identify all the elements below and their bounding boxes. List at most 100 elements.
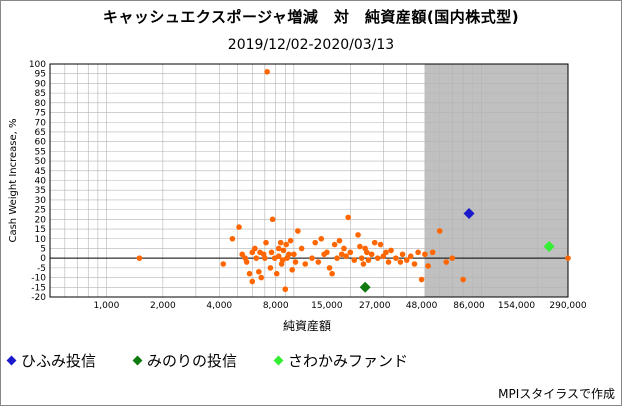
data-point — [312, 239, 319, 246]
x-axis-label: 純資産額 — [283, 318, 331, 333]
y-tick-label: 5 — [40, 244, 46, 254]
legend-label: みのりの投信 — [147, 352, 238, 370]
x-tick-label: 86,000 — [453, 301, 485, 311]
data-point — [341, 245, 347, 252]
data-point — [269, 216, 276, 223]
data-point — [329, 270, 335, 277]
data-point — [249, 278, 256, 285]
data-point — [368, 251, 375, 258]
x-tick-label: 1,000 — [94, 301, 120, 311]
y-tick-label: 35 — [35, 186, 46, 196]
data-point — [436, 228, 443, 234]
data-point — [364, 249, 370, 256]
legend-item-hifumi: ひふみ投信 — [6, 350, 97, 371]
data-point — [334, 255, 340, 261]
y-tick-label: -5 — [37, 264, 46, 274]
data-point — [331, 241, 338, 248]
data-point — [292, 259, 299, 265]
data-point — [268, 249, 275, 256]
data-point — [324, 249, 330, 256]
data-point — [289, 267, 296, 273]
y-tick-label: -10 — [31, 274, 46, 284]
data-point — [357, 243, 363, 250]
data-point — [243, 259, 250, 265]
legend-label: さわかみファンド — [288, 352, 409, 370]
y-tick-label: 95 — [35, 70, 46, 80]
data-point — [253, 255, 260, 261]
data-point — [443, 259, 450, 265]
data-point — [383, 249, 389, 256]
data-point — [273, 270, 280, 277]
data-point — [374, 255, 381, 261]
legend-item-minori: みのりの投信 — [132, 350, 238, 371]
data-point — [460, 276, 466, 283]
data-point — [385, 259, 392, 265]
data-point — [318, 235, 325, 242]
data-point — [236, 224, 242, 230]
y-tick-label: 20 — [35, 215, 47, 225]
data-point — [279, 257, 286, 263]
data-point — [263, 239, 269, 246]
data-point — [336, 237, 343, 244]
data-point — [267, 265, 274, 271]
y-tick-label: 80 — [35, 99, 47, 109]
data-point — [347, 249, 354, 256]
x-tick-label: 154,000 — [498, 301, 535, 311]
y-tick-label: 90 — [35, 79, 47, 89]
y-tick-label: 60 — [35, 138, 47, 148]
data-point — [280, 247, 287, 254]
y-tick-label: -15 — [31, 283, 46, 293]
y-tick-label: 75 — [35, 109, 46, 119]
data-point — [403, 257, 410, 263]
data-point — [371, 239, 378, 246]
data-point — [252, 245, 258, 252]
y-tick-label: 55 — [35, 147, 46, 157]
y-tick-label: 100 — [29, 60, 46, 70]
y-tick-label: -20 — [31, 293, 46, 303]
x-tick-label: 290,000 — [549, 301, 586, 311]
y-tick-label: 25 — [35, 206, 46, 216]
x-tick-label: 15,000 — [311, 301, 343, 311]
y-axis-label: Cash Weight Increase, % — [8, 118, 19, 242]
data-point — [283, 241, 289, 248]
data-point — [262, 255, 268, 261]
data-point — [264, 68, 270, 75]
y-tick-label: 65 — [35, 128, 46, 138]
y-tick-label: 0 — [40, 254, 46, 264]
data-point — [295, 228, 301, 234]
data-point — [229, 235, 236, 242]
data-point — [343, 253, 349, 260]
data-point — [397, 259, 404, 265]
x-tick-label: 48,000 — [406, 301, 438, 311]
data-point — [258, 274, 265, 281]
x-tick-label: 8,000 — [263, 301, 289, 311]
diamond-marker-icon — [6, 355, 17, 366]
data-point — [275, 253, 282, 260]
legend: ひふみ投信 みのりの投信 さわかみファンド — [6, 350, 446, 371]
data-point — [286, 251, 292, 258]
data-point — [315, 259, 322, 265]
data-point — [418, 276, 425, 283]
data-point — [377, 241, 384, 248]
data-point — [399, 251, 406, 258]
data-point — [407, 253, 414, 260]
legend-item-sawakami: さわかみファンド — [273, 350, 409, 371]
data-point — [239, 251, 245, 258]
data-point — [415, 249, 421, 256]
x-tick-label: 2,000 — [150, 301, 176, 311]
data-point — [298, 245, 305, 252]
y-tick-label: 15 — [35, 225, 46, 235]
data-point — [256, 268, 262, 275]
data-point — [136, 255, 143, 261]
data-point — [355, 232, 361, 238]
data-point — [360, 261, 367, 267]
y-tick-label: 85 — [35, 89, 46, 99]
data-point — [429, 249, 436, 256]
diamond-marker-icon — [273, 355, 284, 366]
legend-label: ひふみ投信 — [21, 352, 97, 370]
y-tick-label: 30 — [35, 196, 47, 206]
data-point — [287, 237, 294, 244]
data-point — [309, 255, 315, 261]
y-tick-label: 50 — [35, 157, 47, 167]
